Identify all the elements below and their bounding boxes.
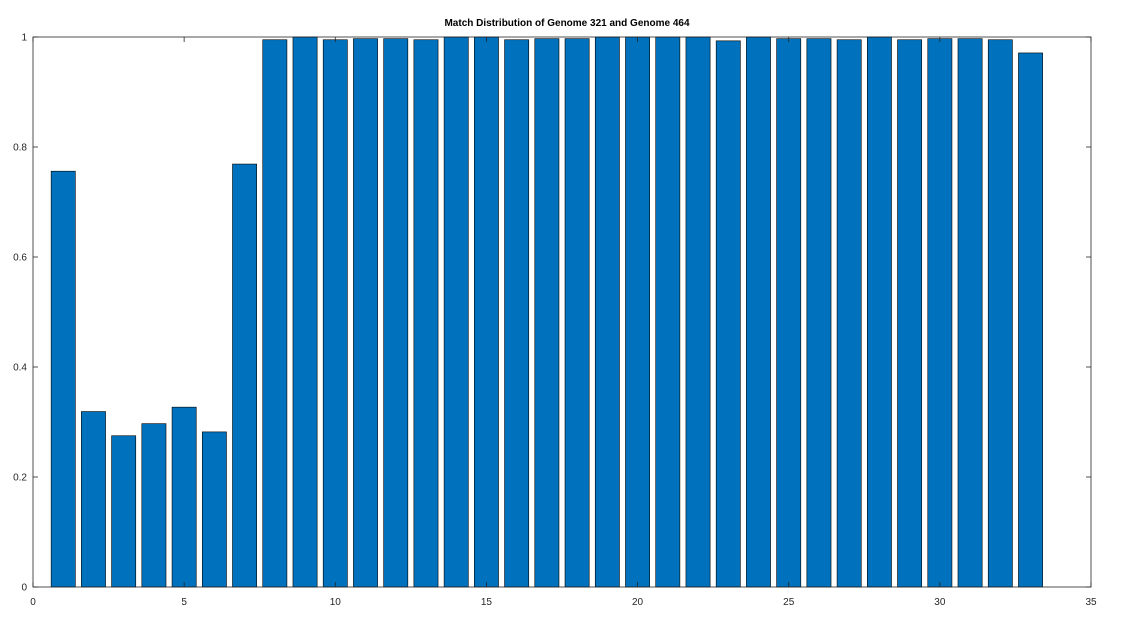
bar — [443, 36, 469, 588]
bar — [746, 36, 771, 588]
bar — [81, 411, 106, 588]
bar — [50, 170, 76, 588]
y-tick-label: 0 — [21, 583, 27, 594]
bar — [806, 38, 832, 588]
bar — [413, 39, 439, 588]
y-tick-label: 0.8 — [13, 143, 27, 154]
bar — [353, 38, 378, 588]
x-tick-label: 25 — [783, 597, 795, 608]
bar — [594, 36, 620, 588]
x-tick-label: 35 — [1085, 597, 1097, 608]
bar — [141, 423, 167, 588]
y-tick-labels: 0 0.2 0.4 0.6 0.8 1 — [13, 33, 27, 594]
bar — [715, 40, 741, 588]
x-tick-label: 10 — [330, 597, 342, 608]
bar — [262, 39, 288, 588]
bar — [474, 36, 499, 588]
bar — [776, 38, 802, 588]
bar — [292, 36, 318, 588]
bar — [836, 39, 862, 588]
y-tick-label: 0.4 — [13, 363, 27, 374]
axes-box — [32, 36, 1092, 588]
x-tick-label: 20 — [632, 597, 644, 608]
bar — [232, 163, 257, 588]
y-tick-label: 0.6 — [13, 253, 27, 264]
x-tick-label: 5 — [181, 597, 187, 608]
bar — [322, 39, 348, 588]
chart-title: Match Distribution of Genome 321 and Gen… — [444, 18, 689, 29]
x-tick-labels: 0 5 10 15 20 25 30 35 — [30, 597, 1097, 608]
bar — [957, 38, 983, 588]
bar — [867, 36, 892, 588]
bar — [383, 38, 409, 588]
bar — [1018, 52, 1043, 588]
bar — [625, 36, 650, 588]
bar — [655, 36, 681, 588]
bar — [897, 39, 923, 588]
bar — [927, 38, 953, 588]
x-tick-label: 0 — [30, 597, 36, 608]
bar — [201, 431, 227, 588]
bar — [171, 406, 197, 588]
bar — [564, 38, 590, 588]
bar — [534, 38, 560, 588]
bar — [685, 36, 711, 588]
bars-group — [50, 36, 1043, 588]
bar — [504, 39, 530, 588]
y-tick-label: 0.2 — [13, 473, 27, 484]
x-tick-label: 15 — [481, 597, 493, 608]
ticks-group — [32, 36, 1092, 588]
bar — [111, 435, 137, 588]
x-tick-label: 30 — [934, 597, 946, 608]
bar — [987, 39, 1013, 588]
y-tick-label: 1 — [21, 33, 27, 44]
